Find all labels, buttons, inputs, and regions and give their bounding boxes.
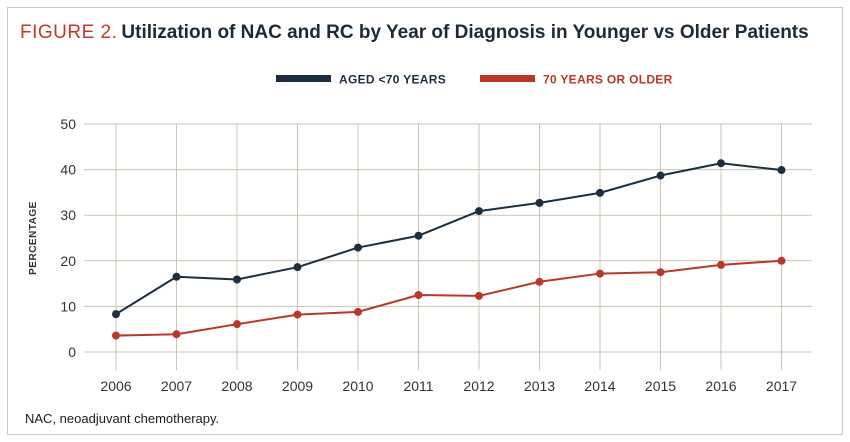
y-tick-0: 0 <box>68 344 76 360</box>
line-aged-under-70 <box>115 162 782 316</box>
series-70-or-older <box>112 256 786 340</box>
line-70-or-older <box>115 259 782 337</box>
point-aged-under-70-2015 <box>656 171 665 180</box>
gridlines <box>84 123 812 370</box>
figure-title: FIGURE 2. Utilization of NAC and RC by Ye… <box>20 22 809 44</box>
series-aged-under-70 <box>112 159 786 319</box>
point-70-or-older-2017 <box>777 256 786 265</box>
point-aged-under-70-2009 <box>293 263 302 272</box>
y-axis-label: PERCENTAGE <box>28 201 39 275</box>
point-70-or-older-2009 <box>293 310 302 319</box>
x-tick-2012: 2012 <box>463 378 494 394</box>
point-aged-under-70-2013 <box>535 198 544 207</box>
point-aged-under-70-2006 <box>112 310 120 319</box>
point-70-or-older-2011 <box>414 291 423 299</box>
point-70-or-older-2006 <box>112 331 120 340</box>
point-aged-under-70-2016 <box>717 159 725 168</box>
point-70-or-older-2014 <box>596 269 604 278</box>
x-tick-2016: 2016 <box>705 378 736 394</box>
x-tick-2014: 2014 <box>584 378 615 394</box>
y-tick-20: 20 <box>60 253 76 269</box>
x-tick-2010: 2010 <box>342 378 373 394</box>
x-tick-2015: 2015 <box>645 378 676 394</box>
point-aged-under-70-2008 <box>233 275 241 284</box>
figure-frame <box>7 7 843 435</box>
legend: AGED <70 YEARS 70 YEARS OR OLDER <box>276 73 673 87</box>
y-tick-40: 40 <box>60 162 76 178</box>
y-tick-30: 30 <box>60 207 76 223</box>
legend-label-70-or-older: 70 YEARS OR OLDER <box>543 73 673 87</box>
footnote: NAC, neoadjuvant chemotherapy. <box>25 411 220 426</box>
figure-title-text: Utilization of NAC and RC by Year of Dia… <box>121 22 809 43</box>
point-aged-under-70-2012 <box>475 207 483 216</box>
point-70-or-older-2007 <box>172 330 181 339</box>
x-tick-2006: 2006 <box>100 378 131 394</box>
legend-label-aged-under-70: AGED <70 YEARS <box>339 73 446 87</box>
point-70-or-older-2013 <box>535 277 544 286</box>
x-tick-2009: 2009 <box>282 378 313 394</box>
series-group <box>112 159 786 340</box>
point-70-or-older-2012 <box>475 291 483 300</box>
point-70-or-older-2010 <box>354 307 362 316</box>
x-tick-2008: 2008 <box>221 378 252 394</box>
y-axis: 0 10 20 30 40 50 <box>60 116 76 360</box>
y-tick-50: 50 <box>60 116 76 132</box>
point-aged-under-70-2007 <box>172 272 181 281</box>
x-axis: 2006 2007 2008 2009 2010 2011 2012 2013 2014 2015… <box>100 378 797 394</box>
figure-label: FIGURE 2. <box>20 22 118 43</box>
point-aged-under-70-2011 <box>414 231 423 240</box>
x-tick-2013: 2013 <box>524 378 555 394</box>
x-tick-2017: 2017 <box>766 378 797 394</box>
point-aged-under-70-2017 <box>777 166 786 175</box>
legend-swatch-aged-under-70 <box>276 75 331 82</box>
point-70-or-older-2015 <box>656 268 665 277</box>
point-70-or-older-2008 <box>233 320 241 329</box>
point-aged-under-70-2010 <box>354 243 362 252</box>
legend-swatch-70-or-older <box>480 75 535 82</box>
point-aged-under-70-2014 <box>596 188 604 197</box>
y-tick-10: 10 <box>60 298 76 314</box>
x-tick-2011: 2011 <box>403 378 433 394</box>
x-tick-2007: 2007 <box>161 378 192 394</box>
point-70-or-older-2016 <box>717 260 725 269</box>
